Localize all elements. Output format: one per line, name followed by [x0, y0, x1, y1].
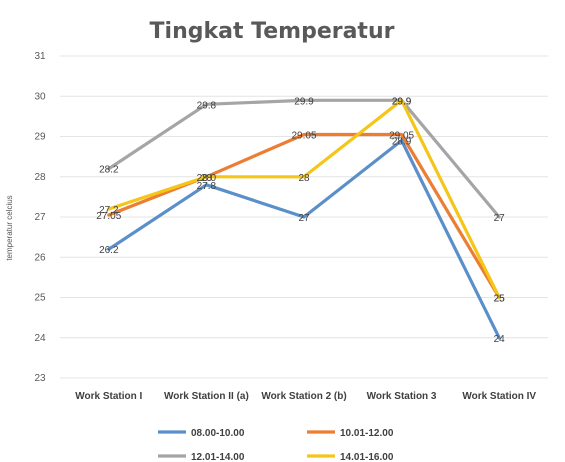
data-label: 27.8: [197, 181, 217, 192]
data-label: 29.05: [291, 130, 316, 141]
data-label: 27.05: [96, 211, 121, 222]
y-axis-ticks: 23 24 25 26 27 28 29 30 31: [34, 51, 46, 384]
data-label: 28.9: [392, 137, 412, 148]
x-tick-label: Work Station 3: [367, 391, 437, 402]
y-tick-label: 24: [34, 333, 46, 344]
data-label: 27.2: [99, 205, 119, 216]
data-label: 25: [494, 294, 506, 305]
y-axis-label: temperatur celcius: [5, 195, 14, 260]
legend-label: 10.01-12.00: [340, 428, 394, 439]
series-line: [107, 138, 501, 340]
data-label: 28: [201, 173, 213, 184]
y-tick-label: 31: [34, 51, 46, 62]
data-label: 29.9: [392, 96, 412, 107]
series-line: [107, 132, 501, 300]
legend-item: 08.00-10.00: [158, 428, 245, 439]
data-labels: 26.2 27.8 27 28.9 24 27.05 28 29.05 29.05 25 28.2 2…: [96, 96, 505, 344]
data-label: 24: [494, 334, 506, 345]
series-line: [107, 98, 501, 300]
data-label: 28.0: [197, 173, 217, 184]
legend: 08.00-10.00 10.01-12.00 12.01-14.00 14.01-1…: [158, 428, 394, 462]
y-tick-label: 25: [34, 293, 46, 304]
y-tick-label: 29: [34, 132, 46, 143]
data-label: 27: [298, 213, 310, 224]
legend-item: 14.01-16.00: [307, 452, 394, 462]
legend-item: 10.01-12.00: [307, 428, 394, 439]
data-label: 29.8: [197, 100, 217, 111]
y-tick-label: 23: [34, 373, 46, 384]
legend-label: 12.01-14.00: [191, 452, 245, 462]
y-tick-label: 28: [34, 172, 46, 183]
legend-item: 12.01-14.00: [158, 452, 245, 462]
y-tick-label: 26: [34, 252, 46, 263]
data-label: 29.05: [389, 130, 414, 141]
data-label: 27: [494, 213, 506, 224]
legend-label: 08.00-10.00: [191, 428, 245, 439]
legend-label: 14.01-16.00: [340, 452, 394, 462]
chart-title: Tingkat Temperatur: [150, 19, 395, 44]
x-tick-label: Work Station I: [75, 391, 142, 402]
series-line: [107, 98, 501, 219]
data-label: 29.9: [392, 96, 412, 107]
y-tick-label: 30: [34, 91, 46, 102]
x-tick-label: Work Station IV: [462, 391, 536, 402]
data-label: 26.2: [99, 245, 119, 256]
x-tick-label: Work Station 2 (b): [261, 391, 346, 402]
data-label: 28: [298, 173, 310, 184]
data-label: 28.2: [99, 165, 119, 176]
x-tick-label: Work Station II (a): [164, 391, 249, 402]
data-label: 25: [494, 294, 506, 305]
series-lines: [107, 98, 501, 340]
y-tick-label: 27: [34, 212, 46, 223]
data-label: 29.9: [294, 96, 314, 107]
x-axis-ticks: Work Station I Work Station II (a) Work St…: [75, 391, 536, 402]
